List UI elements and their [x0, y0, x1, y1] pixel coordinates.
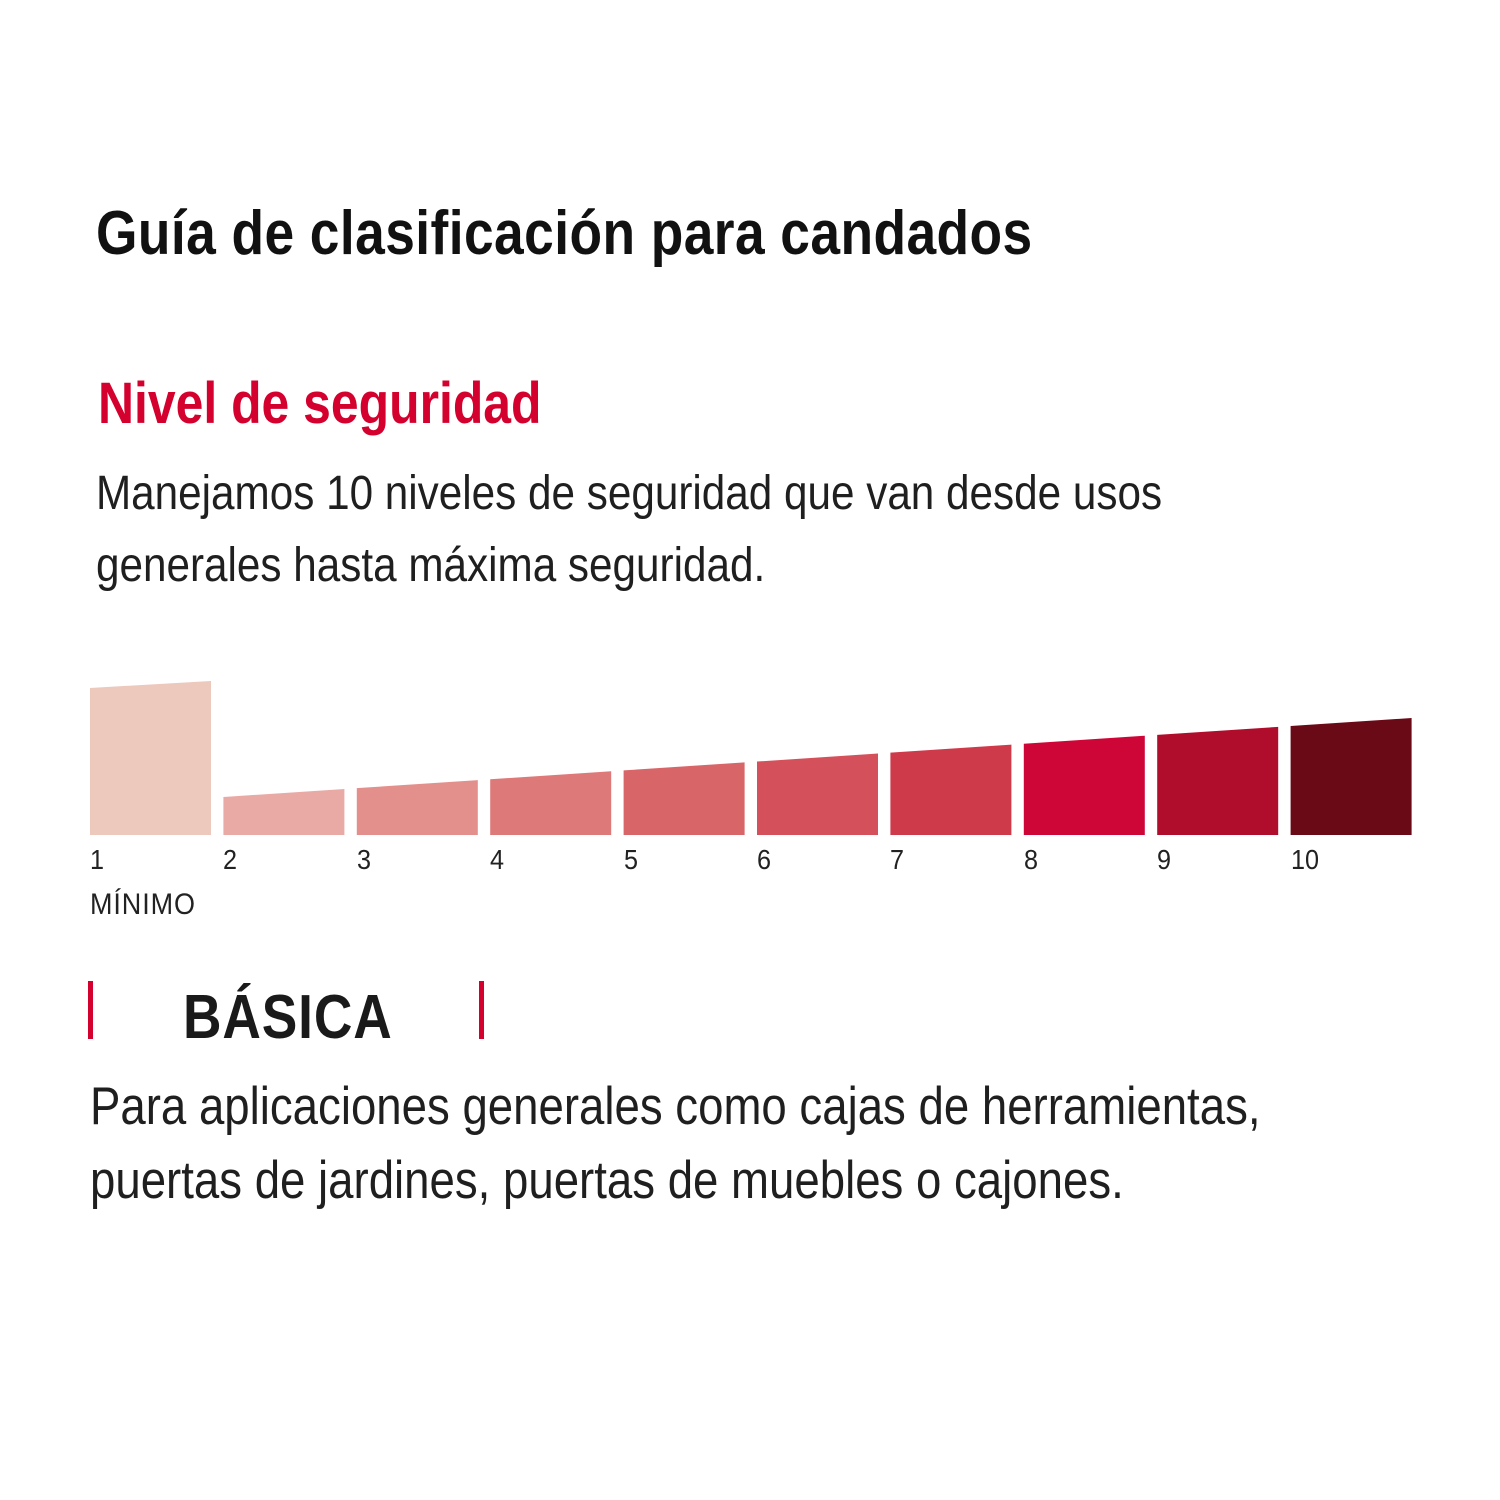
category-description-line: puertas de jardines, puertas de muebles … — [90, 1151, 1124, 1210]
category-left-marker — [88, 981, 93, 1039]
level-label-4: 4 — [490, 844, 505, 875]
level-label-8: 8 — [1023, 844, 1038, 875]
level-bar-5 — [623, 762, 745, 835]
level-bar-3 — [356, 780, 478, 835]
level-bar-8 — [1023, 735, 1145, 835]
level-label-6: 6 — [757, 844, 772, 875]
page-title: Guía de clasificación para candados — [96, 199, 1033, 268]
category-name: BÁSICA — [183, 983, 393, 1052]
level-label-5: 5 — [623, 844, 638, 875]
section-description: Manejamos 10 niveles de seguridad que va… — [96, 458, 1162, 602]
section-description-line: generales hasta máxima seguridad. — [96, 539, 766, 592]
level-bar-6 — [757, 753, 878, 835]
level-bar-1 — [90, 681, 211, 835]
level-label-1: 1 — [90, 844, 105, 875]
section-heading: Nivel de seguridad — [98, 371, 542, 436]
level-bar-4 — [490, 771, 612, 835]
level-bar-2 — [223, 788, 345, 835]
level-label-10: 10 — [1290, 844, 1319, 875]
level-label-3: 3 — [356, 844, 371, 875]
minimum-label: MÍNIMO — [90, 888, 196, 921]
level-bar-9 — [1157, 726, 1279, 835]
category-right-marker — [479, 981, 484, 1039]
level-label-7: 7 — [890, 844, 905, 875]
level-label-2: 2 — [223, 844, 238, 875]
level-label-9: 9 — [1157, 844, 1172, 875]
category-description-line: Para aplicaciones generales como cajas d… — [90, 1077, 1261, 1136]
section-description-line: Manejamos 10 niveles de seguridad que va… — [96, 467, 1163, 520]
level-bar-7 — [890, 744, 1012, 835]
level-bar-10 — [1290, 718, 1412, 835]
category-description: Para aplicaciones generales como cajas d… — [90, 1070, 1261, 1218]
